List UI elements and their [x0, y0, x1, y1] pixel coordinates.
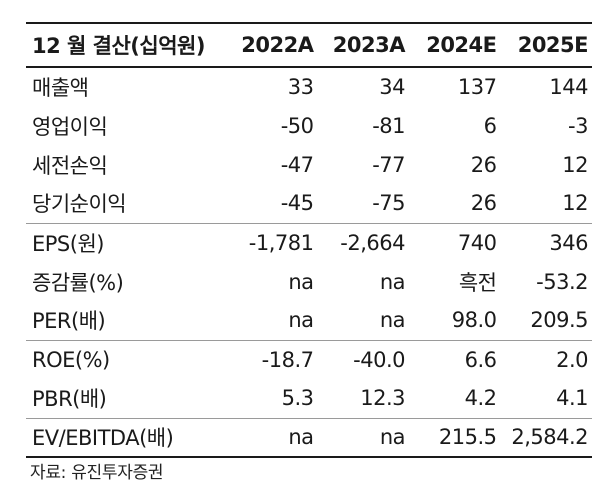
cell-value: 5.3: [226, 379, 318, 419]
header-year: 2024E: [409, 22, 501, 68]
cell-value: 2,584.2: [500, 418, 592, 458]
cell-value: 137: [457, 75, 497, 99]
table-row-eps: EPS(원) -1,781 -2,664 740 346: [26, 223, 592, 262]
cell-value: 흑전: [458, 270, 497, 295]
cell-value: -18.7: [261, 347, 314, 372]
cell-value: -47: [280, 152, 314, 177]
cell-value: na: [317, 301, 409, 341]
header-year: 2022A: [226, 22, 318, 68]
row-label: 세전손익: [32, 153, 108, 178]
cell-value: -1,781: [248, 230, 314, 255]
table-row-roe: ROE(%) -18.7 -40.0 6.6 2.0: [26, 340, 592, 379]
cell-value: 34: [379, 75, 405, 99]
cell-value: -3: [568, 113, 588, 138]
cell-value: 215.5: [409, 418, 501, 458]
row-label: 당기순이익: [26, 184, 226, 224]
row-label: 매출액: [32, 76, 89, 100]
header-year: 2023A: [317, 22, 409, 68]
cell-value: 26: [409, 184, 501, 224]
row-label: EPS(원): [32, 231, 104, 256]
cell-value: 740: [457, 230, 497, 255]
table-row-operating-profit: 영업이익 -50 -81 6 -3: [26, 106, 592, 145]
cell-value: na: [226, 301, 318, 341]
cell-value: -50: [280, 113, 314, 138]
table-row-pretax-income: 세전손익 -47 -77 26 12: [26, 145, 592, 184]
cell-value: -2,664: [340, 230, 405, 255]
cell-value: 12: [500, 184, 592, 224]
cell-value: 2.0: [556, 347, 588, 372]
row-label: ROE(%): [32, 347, 110, 372]
source-note: 자료: 유진투자증권: [30, 463, 164, 483]
cell-value: 209.5: [500, 301, 592, 341]
table-row-net-income: 당기순이익 -45 -75 26 12: [26, 184, 592, 224]
table-header-row: 12 월 결산(십억원) 2022A 2023A 2024E 2025E: [26, 22, 592, 68]
cell-value: -81: [372, 113, 405, 138]
cell-value: na: [379, 269, 406, 294]
table-row-revenue: 매출액 33 34 137 144: [26, 67, 592, 106]
header-label: 12 월 결산(십억원): [26, 22, 226, 68]
table-row-pbr: PBR(배) 5.3 12.3 4.2 4.1: [26, 379, 592, 419]
cell-value: 6: [483, 113, 497, 138]
row-label: PBR(배): [26, 379, 226, 419]
header-year: 2025E: [500, 22, 592, 68]
cell-value: -40.0: [353, 347, 405, 372]
row-label: PER(배): [26, 301, 226, 341]
table-row-per: PER(배) na na 98.0 209.5: [26, 301, 592, 341]
cell-value: -53.2: [536, 269, 588, 294]
table-row-growth-rate: 증감률(%) na na 흑전 -53.2: [26, 262, 592, 301]
cell-value: 4.2: [409, 379, 501, 419]
cell-value: 26: [470, 152, 497, 177]
cell-value: 12.3: [317, 379, 409, 419]
cell-value: -77: [372, 152, 405, 177]
cell-value: na: [317, 418, 409, 458]
cell-value: -45: [226, 184, 318, 224]
cell-value: 4.1: [500, 379, 592, 419]
row-label: EV/EBITDA(배): [26, 418, 226, 458]
cell-value: 33: [287, 75, 314, 99]
cell-value: 98.0: [409, 301, 501, 341]
financial-summary-table-container: 12 월 결산(십억원) 2022A 2023A 2024E 2025E 매출액…: [26, 22, 592, 458]
cell-value: na: [288, 269, 314, 294]
cell-value: na: [226, 418, 318, 458]
cell-value: -75: [317, 184, 409, 224]
row-label: 증감률(%): [32, 270, 124, 295]
financial-summary-table: 12 월 결산(십억원) 2022A 2023A 2024E 2025E 매출액…: [26, 22, 592, 458]
row-label: 영업이익: [32, 114, 108, 139]
table-row-ev-ebitda: EV/EBITDA(배) na na 215.5 2,584.2: [26, 418, 592, 458]
cell-value: 144: [549, 75, 588, 99]
cell-value: 6.6: [464, 347, 497, 372]
cell-value: 346: [549, 230, 588, 255]
cell-value: 12: [562, 152, 588, 177]
